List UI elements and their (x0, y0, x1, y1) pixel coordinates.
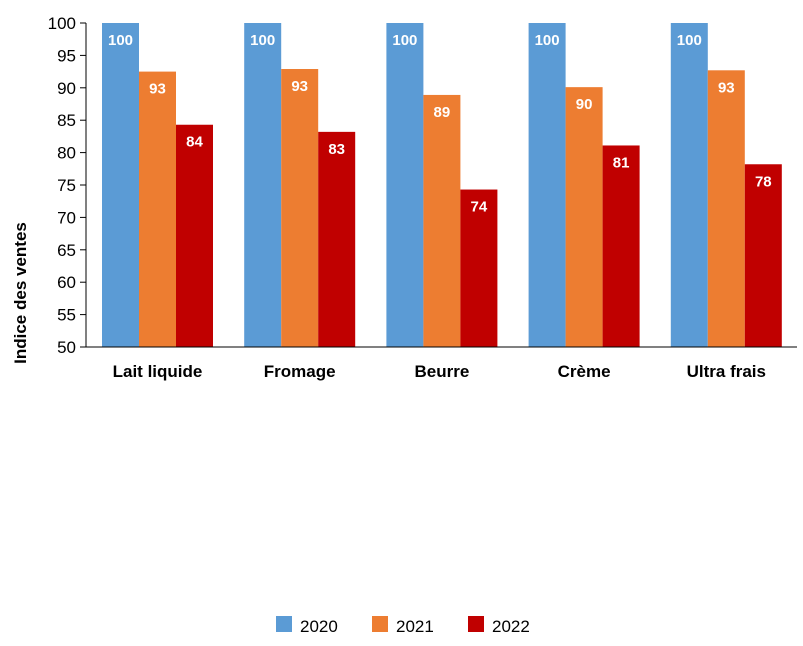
y-tick-label: 95 (57, 46, 76, 65)
y-tick-label: 85 (57, 111, 76, 130)
legend-label-2022: 2022 (492, 617, 530, 636)
bar-2021-0 (139, 71, 176, 347)
bars: 100 93 84 100 93 83 100 89 74 100 90 81 100 93 78 (102, 23, 782, 348)
x-category-label: Ultra frais (687, 362, 766, 381)
legend: 2020 2021 2022 (276, 616, 530, 636)
bar-2020-4 (670, 23, 708, 347)
legend-swatch-2022 (468, 616, 484, 632)
x-category-label: Lait liquide (113, 362, 203, 381)
data-label-2022-4: 78 (755, 173, 772, 190)
legend-label-2021: 2021 (396, 617, 434, 636)
y-tick-label: 70 (57, 208, 76, 227)
y-tick-label: 80 (57, 144, 76, 163)
x-category-label: Fromage (264, 362, 336, 381)
bar-2021-2 (423, 94, 461, 347)
data-label-2020-1: 100 (250, 32, 275, 49)
bar-2021-3 (565, 87, 603, 347)
data-label-2021-2: 89 (434, 104, 451, 121)
legend-swatch-2021 (372, 616, 388, 632)
legend-label-2020: 2020 (300, 617, 338, 636)
data-label-2022-3: 81 (613, 154, 630, 171)
data-label-2021-1: 93 (291, 78, 308, 95)
data-label-2022-0: 84 (186, 134, 203, 151)
data-label-2020-2: 100 (392, 32, 417, 49)
legend-swatch-2020 (276, 616, 292, 632)
y-tick-label: 50 (57, 338, 76, 357)
y-axis: 50 55 60 65 70 75 80 85 90 95 100 (48, 14, 87, 357)
bar-2020-0 (102, 23, 139, 347)
bar-2020-1 (244, 23, 282, 347)
x-category-label: Crème (558, 362, 611, 381)
bar-2020-3 (528, 23, 566, 347)
data-label-2022-1: 83 (328, 141, 345, 158)
x-category-label: Beurre (414, 362, 469, 381)
bar-2021-1 (281, 69, 319, 348)
bar-2022-2 (460, 189, 498, 347)
bar-2022-4 (744, 164, 782, 347)
x-axis: Lait liquide Fromage Beurre Crème Ultra frai… (86, 346, 797, 381)
data-label-2020-4: 100 (677, 32, 702, 49)
y-tick-label: 60 (57, 273, 76, 292)
y-tick-label: 65 (57, 241, 76, 260)
data-label-2021-4: 93 (718, 79, 735, 96)
y-tick-label: 55 (57, 306, 76, 325)
bar-2022-1 (318, 131, 356, 347)
bar-2022-3 (602, 145, 640, 347)
data-label-2021-0: 93 (149, 81, 166, 98)
y-axis-title: Indice des ventes (11, 222, 30, 364)
bar-2021-4 (707, 70, 745, 347)
y-tick-label: 75 (57, 176, 76, 195)
data-label-2021-3: 90 (576, 96, 593, 113)
bar-2020-2 (386, 23, 424, 347)
y-tick-label: 90 (57, 79, 76, 98)
y-tick-label: 100 (48, 14, 76, 33)
bar-2022-0 (176, 124, 213, 348)
data-label-2020-0: 100 (108, 32, 133, 49)
data-label-2022-2: 74 (471, 199, 488, 216)
data-label-2020-3: 100 (535, 32, 560, 49)
